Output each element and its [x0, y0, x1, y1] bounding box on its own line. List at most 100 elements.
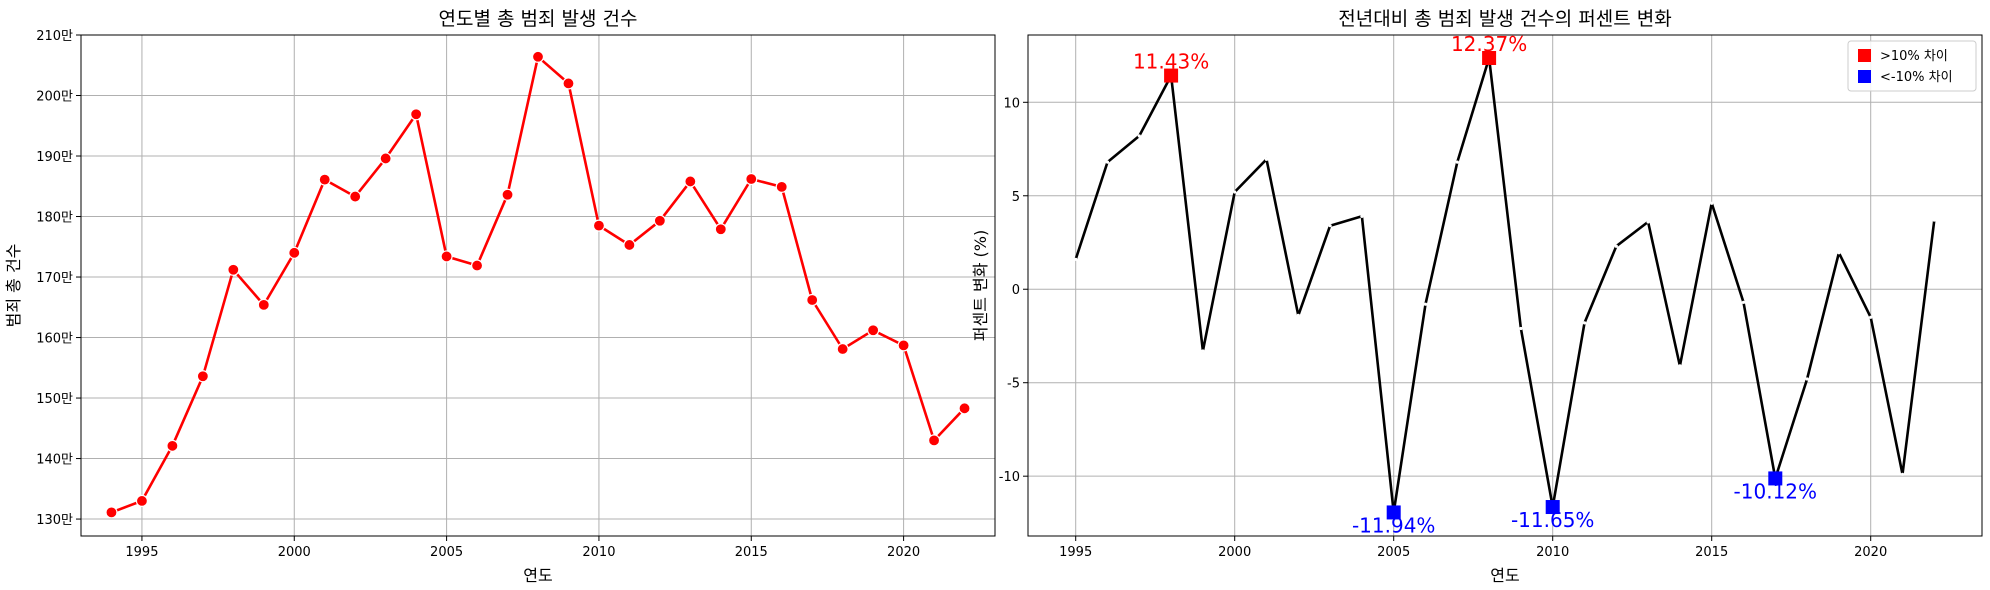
data-point — [288, 246, 301, 259]
data-point — [745, 172, 758, 186]
right-chart-plot-area — [1027, 34, 1983, 537]
left-chart-x-label: 연도 — [523, 566, 552, 585]
right-chart-grid — [1028, 35, 1982, 536]
data-point — [1264, 157, 1269, 161]
left-chart-marks — [105, 50, 971, 519]
data-point — [470, 259, 484, 272]
y-tick-label: 180만 — [36, 211, 73, 226]
left-chart-grid — [81, 34, 995, 536]
data-point — [1805, 377, 1809, 381]
highlight-marker — [1768, 471, 1783, 486]
legend-up-label: >10% 차이 — [1880, 49, 1948, 64]
y-tick-label: 5 — [1012, 190, 1020, 205]
y-tick-label: 160만 — [36, 332, 73, 347]
x-tick-label: 2010 — [582, 545, 615, 560]
x-tick-label: 2020 — [887, 545, 920, 560]
data-point — [1869, 315, 1873, 319]
left-chart-plot-area — [80, 34, 996, 537]
x-tick-label: 2000 — [1218, 545, 1251, 560]
y-tick-label: -5 — [1007, 377, 1020, 392]
data-point — [1296, 313, 1300, 318]
legend-down-label: <-10% 차이 — [1880, 70, 1953, 85]
data-point — [1423, 302, 1428, 306]
left-chart-y-label: 범죄 총 건수 — [4, 244, 23, 328]
y-tick-label: 210만 — [36, 29, 73, 44]
data-point — [1137, 134, 1141, 138]
y-tick-label: 200만 — [36, 90, 73, 105]
series-line — [1074, 56, 1936, 514]
data-label: 12.37% — [1451, 32, 1527, 56]
data-point — [1614, 244, 1618, 248]
x-tick-label: 2000 — [278, 545, 311, 560]
x-tick-label: 2020 — [1854, 545, 1887, 560]
data-point — [410, 108, 423, 121]
data-point — [379, 152, 392, 165]
data-point — [623, 238, 636, 252]
right-chart-ticks: 1995 2000 2005 2010 2015 2020 -10 -5 0 5 10 — [999, 96, 1887, 560]
data-point — [1678, 364, 1682, 368]
data-point — [135, 494, 149, 508]
data-point — [1932, 218, 1936, 222]
highlight-marker — [1164, 68, 1179, 83]
x-tick-label: 2015 — [735, 545, 768, 560]
data-label: -11.65% — [1511, 508, 1594, 532]
data-point — [684, 175, 697, 188]
data-point — [501, 188, 514, 201]
data-point — [1837, 251, 1841, 255]
x-tick-label: 2005 — [430, 545, 463, 560]
right-chart-y-label: 퍼센트 변화 (%) — [971, 230, 990, 341]
left-chart-ticks: 1995 2000 2005 2010 2015 2020 130만 140만 150만 160만… — [36, 29, 920, 560]
data-point — [592, 219, 606, 232]
y-tick-label: 10 — [1003, 96, 1020, 111]
y-tick-label: 130만 — [36, 513, 73, 528]
data-point — [1233, 190, 1237, 194]
data-point — [1360, 214, 1364, 218]
right-chart-legend: >10% 차이 <-10% 차이 — [1847, 40, 1977, 92]
data-label: -10.12% — [1734, 479, 1817, 503]
data-point — [1328, 224, 1332, 228]
left-chart-title: 연도별 총 범죄 발생 건수 — [439, 8, 638, 30]
data-point — [1519, 326, 1523, 331]
y-tick-label: 140만 — [36, 453, 73, 468]
data-point — [714, 223, 727, 236]
right-chart: 1995 2000 2005 2010 2015 2020 -10 -5 0 5 10 11.43%… — [971, 8, 1983, 585]
data-point — [227, 263, 240, 276]
data-point — [196, 370, 209, 383]
data-point — [1105, 160, 1110, 164]
data-point — [653, 214, 666, 227]
data-point — [1710, 201, 1714, 205]
y-tick-label: 0 — [1012, 283, 1020, 298]
right-chart-x-label: 연도 — [1490, 566, 1519, 585]
data-point — [1582, 321, 1587, 325]
data-point — [1741, 300, 1746, 304]
series-line — [111, 55, 966, 514]
data-point — [257, 298, 270, 311]
data-point — [440, 250, 453, 263]
y-tick-label: 190만 — [36, 150, 73, 165]
x-tick-label: 1995 — [125, 545, 158, 560]
data-label: 11.43% — [1133, 50, 1209, 74]
right-chart-marks: 11.43% 12.37% -11.94% -11.65% -10.12% — [1074, 32, 1936, 537]
data-point — [1074, 257, 1078, 261]
data-point — [958, 402, 971, 415]
highlight-marker — [1386, 505, 1401, 520]
highlight-marker — [1482, 50, 1497, 65]
data-point — [1455, 160, 1459, 164]
legend-up-swatch — [1858, 49, 1871, 62]
data-point — [166, 439, 179, 452]
x-tick-label: 2010 — [1536, 545, 1569, 560]
x-tick-label: 1995 — [1059, 545, 1092, 560]
x-tick-label: 2005 — [1377, 545, 1410, 560]
data-label: -11.94% — [1352, 513, 1435, 537]
data-point — [318, 173, 331, 186]
data-point — [105, 506, 118, 519]
highlight-marker — [1545, 500, 1560, 515]
legend-box — [1847, 40, 1977, 92]
y-tick-label: 150만 — [36, 392, 73, 407]
data-point — [1900, 472, 1905, 476]
right-chart-title: 전년대비 총 범죄 발생 건수의 퍼센트 변화 — [1338, 8, 1671, 30]
data-point — [927, 434, 941, 447]
data-point — [897, 339, 910, 352]
left-chart: 1995 2000 2005 2010 2015 2020 130만 140만 150만 160만… — [4, 8, 996, 585]
